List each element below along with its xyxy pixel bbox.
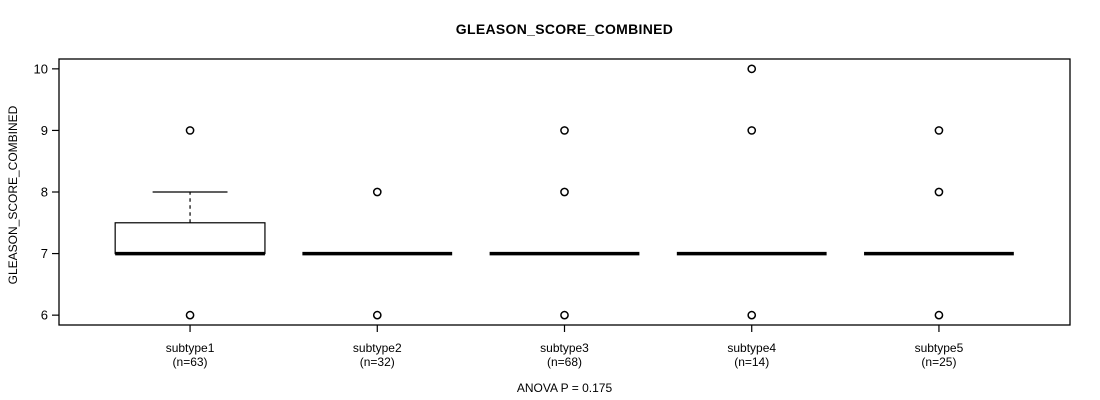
x-tick-label: subtype4	[727, 341, 776, 355]
boxplot-group-subtype2: subtype2(n=32)	[302, 187, 453, 369]
boxplot-group-subtype4: subtype4(n=14)	[676, 64, 827, 369]
outlier-point	[185, 126, 195, 135]
y-tick-label: 9	[41, 123, 48, 138]
x-tick-label: subtype3	[540, 341, 589, 355]
y-tick-label: 10	[34, 61, 48, 76]
y-tick-label: 8	[41, 185, 48, 200]
y-tick-label: 7	[41, 246, 48, 261]
x-tick-label: subtype5	[915, 341, 964, 355]
x-tick-label: subtype2	[353, 341, 402, 355]
outlier-point	[934, 187, 944, 197]
outlier-point	[934, 126, 944, 135]
x-tick-sublabel: (n=63)	[173, 355, 208, 369]
boxplot-group-subtype1: subtype1(n=63)	[114, 126, 266, 369]
x-tick-sublabel: (n=68)	[547, 355, 582, 369]
boxplot-group-subtype5: subtype5(n=25)	[864, 126, 1014, 369]
x-tick-label: subtype1	[166, 341, 215, 355]
outlier-point	[747, 310, 757, 320]
outlier-point	[560, 187, 569, 197]
iqr-box	[114, 222, 266, 255]
outlier-point	[934, 310, 944, 320]
outlier-point	[372, 310, 382, 320]
x-tick-sublabel: (n=32)	[360, 355, 395, 369]
x-tick-sublabel: (n=14)	[734, 355, 769, 369]
y-axis: 6 7 8 9 10	[34, 61, 59, 323]
outlier-point	[747, 126, 757, 135]
y-tick-label: 6	[41, 308, 48, 323]
outlier-point	[747, 64, 757, 74]
x-tick-sublabel: (n=25)	[921, 355, 956, 369]
outlier-point	[560, 126, 569, 135]
outlier-point	[560, 310, 569, 320]
outlier-point	[185, 310, 195, 320]
chart-title: GLEASON_SCORE_COMBINED	[455, 21, 674, 37]
anova-p-annotation: ANOVA P = 0.175	[516, 381, 613, 395]
boxplot-group-subtype3: subtype3(n=68)	[489, 126, 640, 369]
outlier-point	[372, 187, 382, 197]
